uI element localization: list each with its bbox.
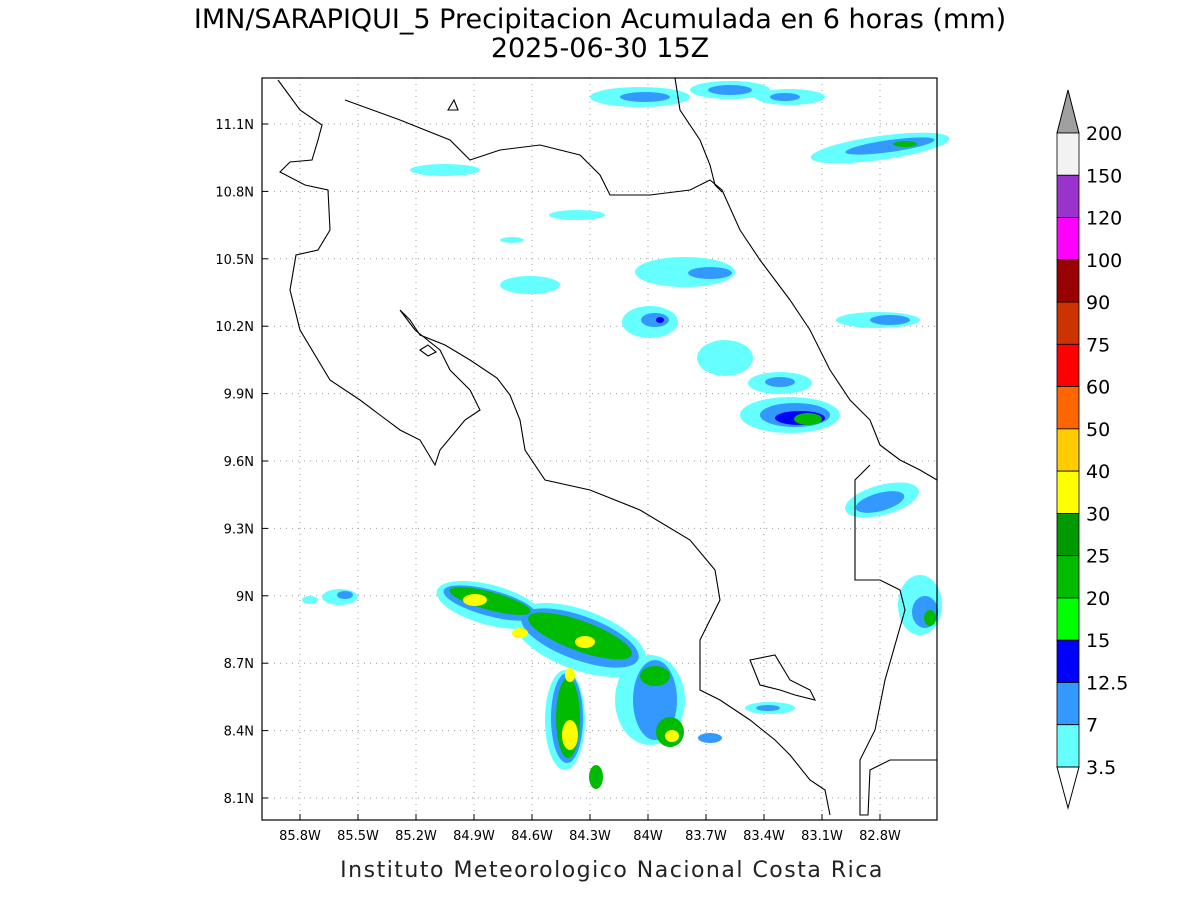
colorbar-box — [1056, 513, 1080, 557]
title: IMN/SARAPIQUI_5 Precipitacion Acumulada … — [194, 4, 1006, 35]
subtitle: 2025-06-30 15Z — [491, 33, 709, 64]
y-tick-label: 8.1N — [224, 792, 254, 807]
colorbar-box — [1056, 597, 1080, 641]
x-tick-label: 85.8W — [279, 829, 321, 844]
x-tick-label: 85.5W — [337, 829, 379, 844]
colorbar-label: 200 — [1086, 123, 1122, 145]
colorbar-box — [1056, 428, 1080, 472]
colorbar-label: 15 — [1086, 630, 1110, 652]
colorbar-box — [1056, 343, 1080, 388]
y-tick-label: 9.3N — [224, 522, 254, 537]
y-tick-label: 8.4N — [224, 725, 254, 740]
colorbar-label: 7 — [1086, 715, 1098, 737]
y-tick-label: 11.1N — [215, 118, 254, 133]
colorbar-label: 20 — [1086, 588, 1110, 610]
y-tick-label: 9.9N — [224, 388, 254, 403]
y-tick-label: 10.8N — [215, 185, 254, 200]
colorbar-label: 12.5 — [1086, 672, 1128, 694]
colorbar-box — [1056, 217, 1080, 261]
colorbar-box — [1056, 301, 1080, 345]
x-tick-label: 84.6W — [511, 829, 553, 844]
map-frame — [261, 77, 938, 821]
colorbar-box — [1056, 724, 1080, 768]
colorbar-over — [1056, 89, 1080, 134]
colorbar-box — [1056, 470, 1080, 514]
colorbar-box — [1056, 132, 1080, 176]
colorbar-box — [1056, 386, 1080, 430]
colorbar-box — [1056, 555, 1080, 599]
grid — [262, 78, 937, 820]
colorbar-box — [1056, 259, 1080, 303]
x-tick-label: 83.7W — [685, 829, 727, 844]
axes: 85.8W 85.5W 85.2W 84.9W 84.6W 84.3W 84W 83.7W 83… — [215, 118, 901, 844]
colorbar-label: 30 — [1086, 503, 1110, 525]
colorbar-label: 90 — [1086, 292, 1110, 314]
colorbar-label: 50 — [1086, 419, 1110, 441]
colorbar-label: 60 — [1086, 377, 1110, 399]
x-tick-label: 84.3W — [569, 829, 611, 844]
colorbar-label: 120 — [1086, 208, 1122, 230]
colorbar-box — [1056, 682, 1080, 726]
colorbar-label: 3.5 — [1086, 757, 1116, 779]
y-tick-label: 9.6N — [224, 455, 254, 470]
coastline — [277, 77, 938, 816]
colorbar-label: 25 — [1086, 546, 1110, 568]
y-tick-label: 10.5N — [215, 253, 254, 268]
x-tick-label: 85.2W — [395, 829, 437, 844]
colorbar-under — [1056, 766, 1080, 810]
colorbar-label: 100 — [1086, 250, 1122, 272]
colorbar: 200 150 120 100 90 75 60 50 40 30 25 20 15 12.5 7 3.5 — [1056, 89, 1128, 810]
colorbar-label: 150 — [1086, 165, 1122, 187]
x-tick-label: 84.9W — [453, 829, 495, 844]
x-tick-label: 84W — [633, 829, 663, 844]
colorbar-box — [1056, 174, 1080, 218]
colorbar-box — [1056, 639, 1080, 683]
y-tick-label: 9N — [236, 590, 254, 605]
colorbar-label: 75 — [1086, 334, 1110, 356]
colorbar-label: 40 — [1086, 461, 1110, 483]
x-tick-label: 83.1W — [801, 829, 843, 844]
precipitation-field — [302, 81, 950, 789]
x-tick-label: 83.4W — [743, 829, 785, 844]
x-tick-label: 82.8W — [859, 829, 901, 844]
y-tick-label: 10.2N — [215, 320, 254, 335]
y-tick-label: 8.7N — [224, 657, 254, 672]
footer: Instituto Meteorologico Nacional Costa R… — [340, 858, 884, 883]
